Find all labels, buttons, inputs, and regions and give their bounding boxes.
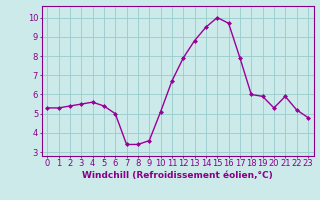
X-axis label: Windchill (Refroidissement éolien,°C): Windchill (Refroidissement éolien,°C) bbox=[82, 171, 273, 180]
